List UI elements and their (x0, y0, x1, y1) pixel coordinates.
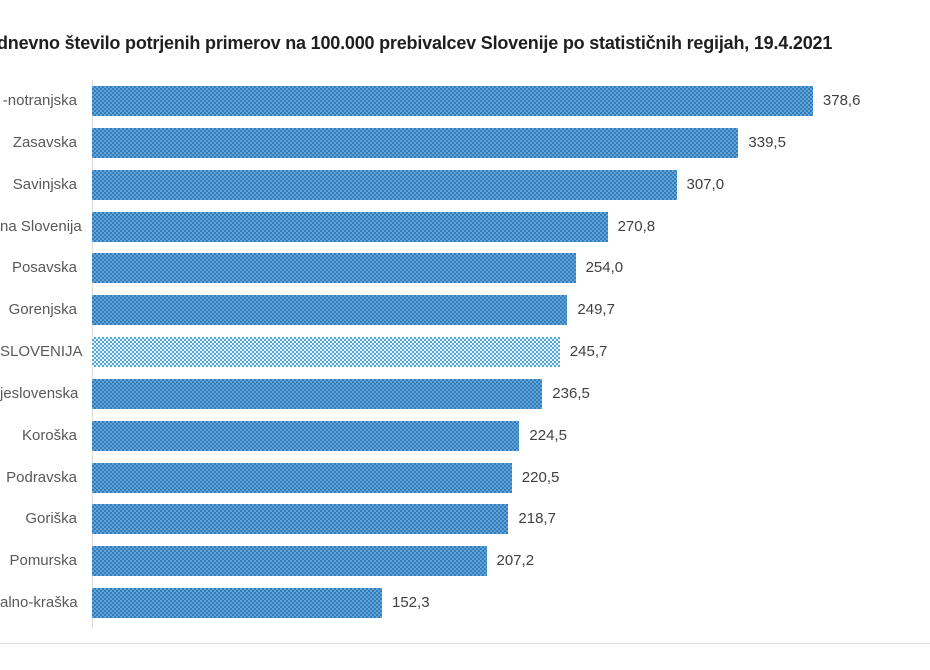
bar-row: Zasavska 339,5 (0, 127, 930, 158)
value-label: 220,5 (521, 468, 560, 486)
bar-highlighted (92, 337, 560, 367)
value-label: 218,7 (518, 510, 556, 528)
category-label: Pomurska (9, 552, 77, 570)
bar (92, 504, 509, 535)
bar-row: -notranjska 378,6 (0, 86, 930, 116)
value-label: 339,5 (748, 133, 786, 151)
value-label: 224,5 (529, 426, 567, 444)
category-label: Savinjska (12, 175, 77, 193)
category-label: alno-kraška (0, 594, 78, 611)
category-label: SLOVENIJA (0, 343, 83, 360)
category-label: Goriška (25, 510, 77, 528)
category-label: Podravska (6, 468, 77, 486)
category-label: Koroška (21, 426, 77, 444)
category-label: Gorenjska (8, 301, 77, 319)
bar-row: Gorenjska 249,7 (0, 295, 930, 326)
bar-row: SLOVENIJA 245,7 (0, 337, 930, 367)
value-label: 245,7 (569, 343, 608, 360)
bar (92, 169, 677, 200)
category-label: na Slovenija (0, 217, 82, 235)
bar-row: Podravska 220,5 (0, 462, 930, 493)
chart-title: dnevno število potrjenih primerov na 100… (0, 33, 833, 53)
value-label: 207,2 (496, 552, 535, 570)
bottom-border-line (0, 643, 930, 644)
bar (92, 588, 382, 618)
bar-row: Koroška 224,5 (0, 420, 930, 451)
value-label: 307,0 (686, 175, 725, 193)
bar (92, 295, 568, 326)
value-label: 378,6 (822, 92, 861, 109)
category-label: Posavska (11, 259, 77, 277)
bar-row: Pomurska 207,2 (0, 546, 930, 577)
value-label: 236,5 (552, 384, 590, 402)
bar (92, 253, 576, 284)
bar (92, 86, 813, 116)
category-label: jeslovenska (0, 384, 79, 402)
bar (92, 546, 487, 577)
bar-row: jeslovenska 236,5 (0, 378, 930, 409)
category-label: Zasavska (12, 133, 77, 151)
value-label: 254,0 (585, 259, 624, 277)
bar (92, 211, 608, 242)
bar (92, 378, 543, 409)
bar-row: Goriška 218,7 (0, 504, 930, 535)
bar-row: Savinjska 307,0 (0, 169, 930, 200)
bar (92, 420, 520, 451)
bar (92, 462, 512, 493)
bar-row: Posavska 254,0 (0, 253, 930, 284)
value-label: 249,7 (577, 301, 615, 319)
value-label: 270,8 (617, 217, 656, 235)
category-label: -notranjska (2, 92, 77, 109)
bar-row: alno-kraška 152,3 (0, 588, 930, 618)
bar (92, 127, 739, 158)
value-label: 152,3 (392, 594, 430, 611)
bar-row: na Slovenija 270,8 (0, 211, 930, 242)
